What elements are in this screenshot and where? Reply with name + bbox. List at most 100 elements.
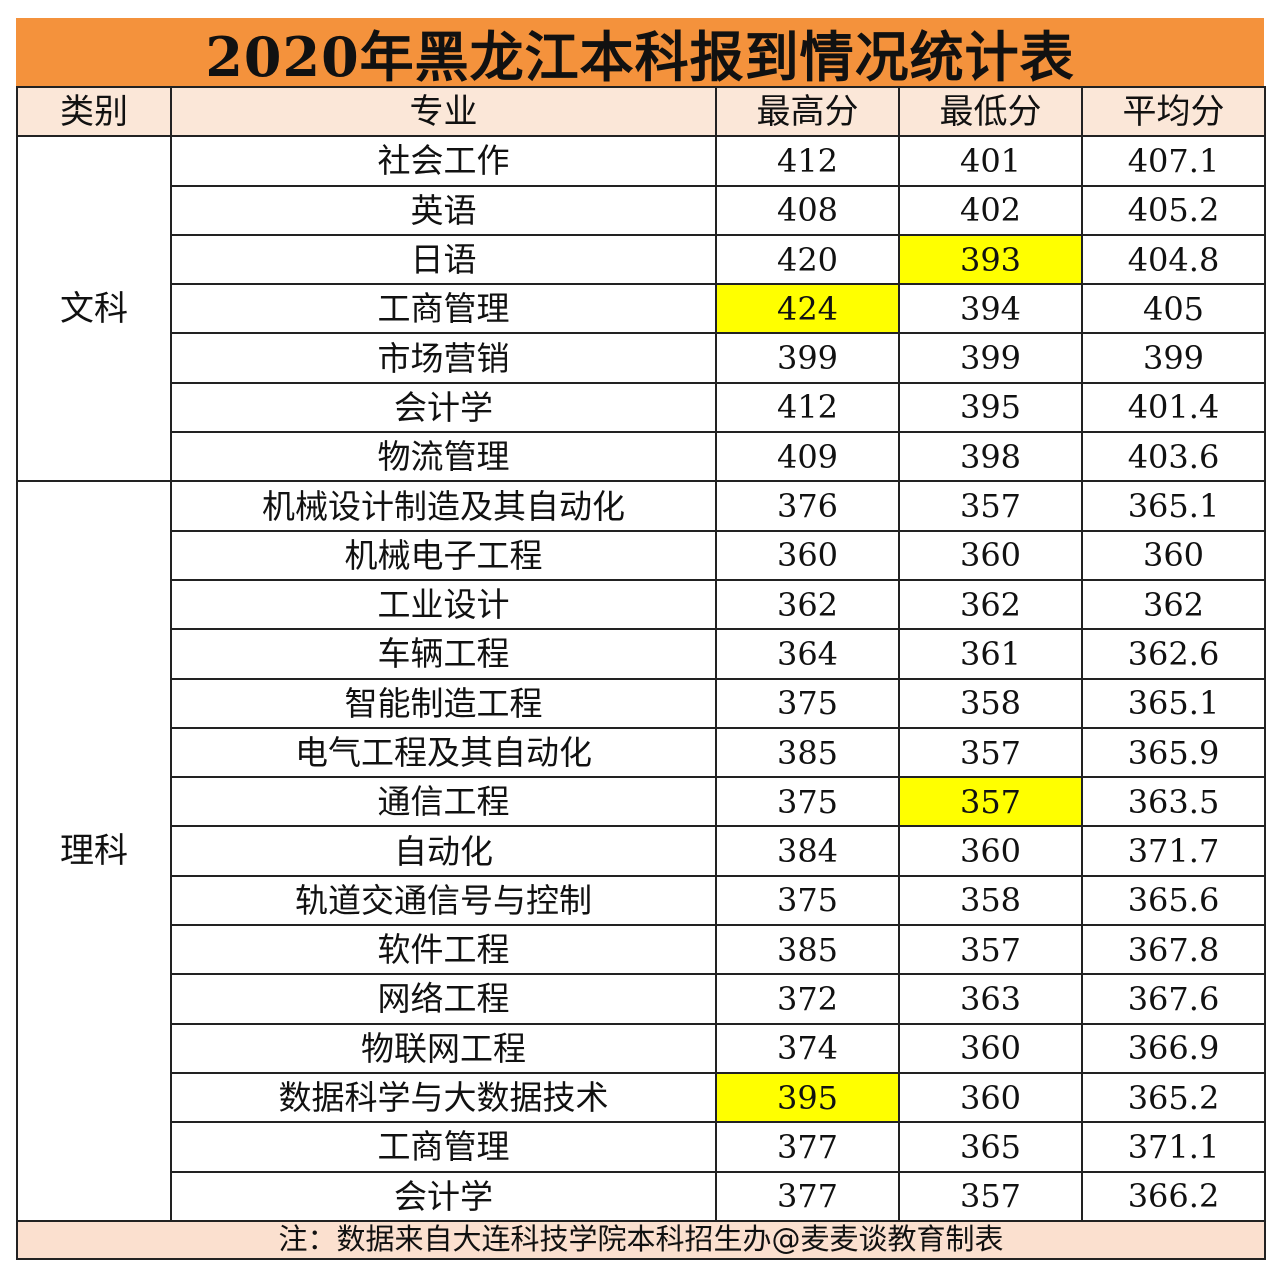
table-body: 文科 社会工作 412 401 407.1 英语 408 402 405.2 日语 420 393 40… xyxy=(16,135,1266,1222)
avg-score-cell: 403.6 xyxy=(1081,431,1266,483)
header-major: 专业 xyxy=(170,85,717,138)
table-row: 会计学 377 357 366.2 xyxy=(17,1170,1266,1222)
max-score-cell: 399 xyxy=(715,332,900,384)
major-cell: 英语 xyxy=(170,184,717,236)
category-cell: 理科 xyxy=(16,480,172,1222)
avg-score-cell: 366.2 xyxy=(1081,1170,1266,1222)
avg-score-cell: 365.1 xyxy=(1081,480,1266,532)
major-cell: 物流管理 xyxy=(170,431,717,483)
table-row: 智能制造工程 375 358 365.1 xyxy=(17,677,1266,729)
table-row: 英语 408 402 405.2 xyxy=(17,184,1266,236)
max-score-cell: 384 xyxy=(715,825,900,877)
major-cell: 工业设计 xyxy=(170,578,717,631)
table-row: 工商管理 377 365 371.1 xyxy=(17,1121,1266,1173)
max-score-cell: 362 xyxy=(715,578,900,631)
max-score-cell: 376 xyxy=(715,480,900,532)
min-score-cell: 365 xyxy=(898,1121,1083,1173)
table-row: 日语 420 393 404.8 xyxy=(17,233,1266,286)
avg-score-cell: 363.5 xyxy=(1081,776,1266,828)
min-score-cell: 357 xyxy=(898,726,1083,779)
header-min-score: 最低分 xyxy=(898,85,1083,138)
table-row: 自动化 384 360 371.7 xyxy=(17,825,1266,877)
table-row: 车辆工程 364 361 362.6 xyxy=(17,628,1266,680)
max-score-cell: 377 xyxy=(715,1170,900,1222)
min-score-cell: 360 xyxy=(898,1071,1083,1124)
table-title-bar: 2020年黑龙江本科报到情况统计表 xyxy=(16,18,1264,89)
header-avg-score: 平均分 xyxy=(1081,85,1266,138)
min-score-cell: 393 xyxy=(898,233,1083,286)
major-cell: 社会工作 xyxy=(170,135,717,187)
major-cell: 智能制造工程 xyxy=(170,677,717,729)
major-cell: 轨道交通信号与控制 xyxy=(170,874,717,927)
min-score-cell: 358 xyxy=(898,677,1083,729)
min-score-cell: 360 xyxy=(898,529,1083,581)
stats-table: 类别 专业 最高分 最低分 平均分 文科 社会工作 412 401 407.1 英语 408… xyxy=(16,85,1266,1260)
table-row: 物流管理 409 398 403.6 xyxy=(17,431,1266,483)
min-score-cell: 395 xyxy=(898,381,1083,434)
avg-score-cell: 366.9 xyxy=(1081,1022,1266,1074)
table-row: 会计学 412 395 401.4 xyxy=(17,381,1266,434)
major-cell: 机械电子工程 xyxy=(170,529,717,581)
source-note: 注：数据来自大连科技学院本科招生办@麦麦谈教育制表 xyxy=(16,1219,1266,1260)
major-cell: 物联网工程 xyxy=(170,1022,717,1074)
major-cell: 机械设计制造及其自动化 xyxy=(170,480,717,532)
category-cell: 文科 xyxy=(16,135,172,483)
avg-score-cell: 367.6 xyxy=(1081,973,1266,1025)
header-max-score: 最高分 xyxy=(715,85,900,138)
avg-score-cell: 399 xyxy=(1081,332,1266,384)
max-score-cell: 408 xyxy=(715,184,900,236)
major-cell: 会计学 xyxy=(170,1170,717,1222)
max-score-cell: 420 xyxy=(715,233,900,286)
avg-score-cell: 407.1 xyxy=(1081,135,1266,187)
major-cell: 数据科学与大数据技术 xyxy=(170,1071,717,1124)
major-cell: 市场营销 xyxy=(170,332,717,384)
max-score-cell: 372 xyxy=(715,973,900,1025)
major-cell: 电气工程及其自动化 xyxy=(170,726,717,779)
min-score-cell: 394 xyxy=(898,283,1083,335)
min-score-cell: 357 xyxy=(898,924,1083,976)
min-score-cell: 358 xyxy=(898,874,1083,927)
min-score-cell: 357 xyxy=(898,480,1083,532)
avg-score-cell: 365.2 xyxy=(1081,1071,1266,1124)
max-score-cell: 375 xyxy=(715,776,900,828)
max-score-cell: 424 xyxy=(715,283,900,335)
table-row: 理科 机械设计制造及其自动化 376 357 365.1 xyxy=(16,480,1266,1222)
table-row: 工业设计 362 362 362 xyxy=(17,578,1266,631)
max-score-cell: 385 xyxy=(715,726,900,779)
avg-score-cell: 365.6 xyxy=(1081,874,1266,927)
major-cell: 自动化 xyxy=(170,825,717,877)
max-score-cell: 412 xyxy=(715,135,900,187)
major-cell: 软件工程 xyxy=(170,924,717,976)
table-row: 工商管理 424 394 405 xyxy=(17,283,1266,335)
header-row: 类别 专业 最高分 最低分 平均分 xyxy=(16,85,1266,138)
min-score-cell: 362 xyxy=(898,578,1083,631)
min-score-cell: 361 xyxy=(898,628,1083,680)
avg-score-cell: 365.9 xyxy=(1081,726,1266,779)
major-cell: 会计学 xyxy=(170,381,717,434)
min-score-cell: 402 xyxy=(898,184,1083,236)
table-row: 软件工程 385 357 367.8 xyxy=(17,924,1266,976)
major-cell: 通信工程 xyxy=(170,776,717,828)
avg-score-cell: 367.8 xyxy=(1081,924,1266,976)
min-score-cell: 399 xyxy=(898,332,1083,384)
table-row: 物联网工程 374 360 366.9 xyxy=(17,1022,1266,1074)
avg-score-cell: 405.2 xyxy=(1081,184,1266,236)
max-score-cell: 395 xyxy=(715,1071,900,1124)
major-cell: 日语 xyxy=(170,233,717,286)
major-cell: 工商管理 xyxy=(170,283,717,335)
max-score-cell: 377 xyxy=(715,1121,900,1173)
min-score-cell: 357 xyxy=(898,776,1083,828)
min-score-cell: 398 xyxy=(898,431,1083,483)
major-cell: 车辆工程 xyxy=(170,628,717,680)
table-row: 机械电子工程 360 360 360 xyxy=(17,529,1266,581)
avg-score-cell: 404.8 xyxy=(1081,233,1266,286)
table-row: 电气工程及其自动化 385 357 365.9 xyxy=(17,726,1266,779)
avg-score-cell: 401.4 xyxy=(1081,381,1266,434)
max-score-cell: 385 xyxy=(715,924,900,976)
header-category: 类别 xyxy=(16,85,172,138)
table-row: 文科 社会工作 412 401 407.1 xyxy=(16,135,1266,483)
major-cell: 工商管理 xyxy=(170,1121,717,1173)
page-title: 2020年黑龙江本科报到情况统计表 xyxy=(205,24,1075,89)
major-cell: 网络工程 xyxy=(170,973,717,1025)
table-row: 轨道交通信号与控制 375 358 365.6 xyxy=(17,874,1266,927)
